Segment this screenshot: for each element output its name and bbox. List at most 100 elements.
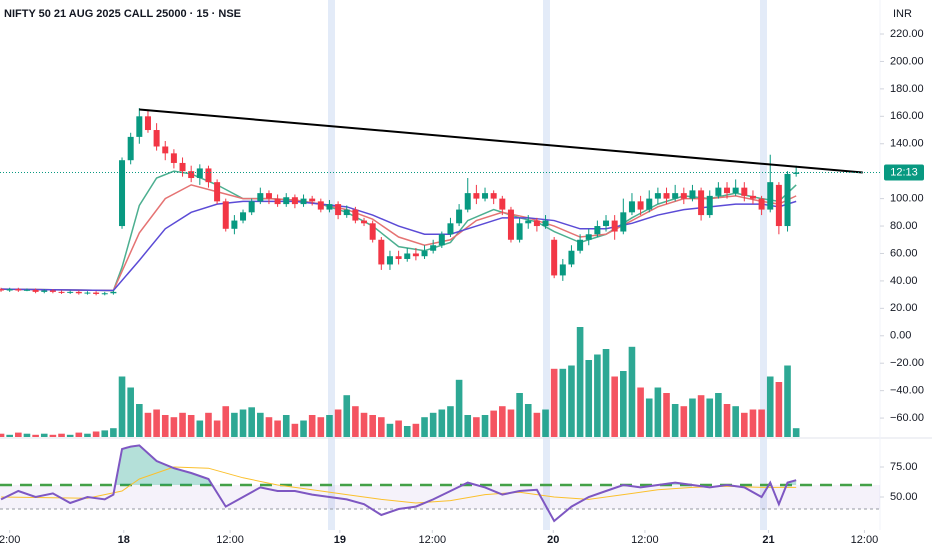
x-tick-label: 12:00 [851, 534, 879, 546]
volume-bar [118, 376, 126, 437]
candle-body [568, 250, 575, 265]
candle-body [516, 223, 523, 240]
candle-body [352, 209, 359, 221]
candle-body [214, 182, 221, 202]
volume-bar [386, 423, 394, 437]
volume-bar [550, 368, 558, 437]
candle-body [110, 291, 117, 294]
volume-bar [663, 393, 670, 437]
candle-body [611, 220, 618, 232]
candle-body [706, 195, 713, 216]
volume-bar [352, 406, 359, 437]
candle-body [32, 289, 39, 292]
y-tick-label: −60.00 [890, 412, 924, 424]
y-tick-label: 40.00 [890, 275, 918, 287]
candle-body [585, 234, 592, 240]
candle-body [698, 190, 705, 216]
volume-bar [516, 393, 523, 437]
volume-bar [196, 420, 204, 437]
volume-bar [32, 434, 39, 437]
candle-body [49, 290, 56, 292]
candle-body [378, 239, 385, 265]
candle-body [196, 168, 203, 179]
volume-bar [58, 433, 65, 437]
candle-body [75, 291, 82, 294]
x-tick-label: 12:00 [419, 534, 447, 546]
candle-body [732, 187, 739, 194]
moving-average [1, 170, 797, 292]
candle-body [343, 209, 350, 216]
volume-bar [179, 412, 186, 437]
volume-bar [239, 409, 247, 437]
volume-bar [49, 434, 57, 437]
x-tick-label: 19 [334, 534, 346, 546]
volume-bar [524, 404, 532, 437]
candle-body [153, 130, 160, 147]
candle-body [542, 220, 549, 227]
candle-body [205, 168, 212, 183]
session-band [760, 0, 767, 530]
candle-body [335, 204, 342, 216]
volume-bar [92, 431, 100, 437]
candle-body [672, 193, 679, 199]
volume-bar [378, 417, 385, 437]
candle-body [412, 253, 419, 257]
volume-bar [421, 417, 428, 437]
candle-body [162, 146, 169, 154]
volume-bar [213, 420, 221, 437]
candle-body [473, 193, 480, 199]
candle-body [248, 201, 255, 213]
volume-bar [611, 376, 618, 437]
candle-body [620, 212, 627, 232]
volume-bar [689, 398, 696, 437]
volume-bar [594, 354, 601, 437]
candle-body [551, 239, 558, 276]
session-band [328, 0, 335, 530]
y-tick-label: 0.00 [890, 330, 911, 342]
candle-body [793, 172, 800, 174]
volume-bar [317, 417, 325, 437]
y-tick-label: 200.00 [890, 55, 924, 67]
candle-body [231, 220, 238, 229]
x-tick-label: 21 [762, 534, 774, 546]
volume-bar [161, 415, 169, 437]
chart-title: NIFTY 50 21 AUG 2025 CALL 25000 · 15 · N… [4, 8, 241, 20]
candle-body [404, 253, 411, 259]
candle-body [680, 193, 687, 199]
candle-body [767, 182, 774, 210]
volume-bar [84, 433, 91, 437]
candle-body [188, 171, 195, 179]
candle-body [240, 212, 247, 221]
candle-body [646, 198, 653, 210]
volume-bar [274, 420, 281, 437]
candle-body [464, 193, 471, 210]
volume-bar [784, 365, 791, 437]
candle-body [749, 195, 756, 199]
y-tick-label: 20.00 [890, 302, 918, 314]
candle-body [507, 209, 514, 240]
candle-body [577, 239, 584, 251]
candle-body [395, 256, 402, 259]
volume-bar [136, 404, 143, 437]
volume-bar [637, 387, 644, 437]
volume-bar [706, 398, 714, 437]
candle-body [291, 197, 298, 205]
volume-bar [628, 346, 636, 437]
volume-bar [645, 398, 653, 437]
volume-bar [455, 379, 463, 437]
candle-body [594, 226, 601, 235]
volume-bar [671, 404, 679, 437]
volume-bar [170, 417, 178, 437]
x-tick-label: 20 [547, 534, 559, 546]
volume-bar [507, 409, 515, 437]
y-tick-label: −40.00 [890, 385, 924, 397]
candle-body [23, 289, 30, 291]
candle-body [654, 193, 661, 199]
volume-bar [473, 417, 480, 437]
candle-body [283, 197, 290, 205]
y-tick-label: 80.00 [890, 220, 918, 232]
volume-bar [412, 423, 420, 437]
volume-bar [40, 433, 48, 437]
volume-bar [732, 406, 739, 437]
x-tick-label: 2:00 [0, 534, 20, 546]
